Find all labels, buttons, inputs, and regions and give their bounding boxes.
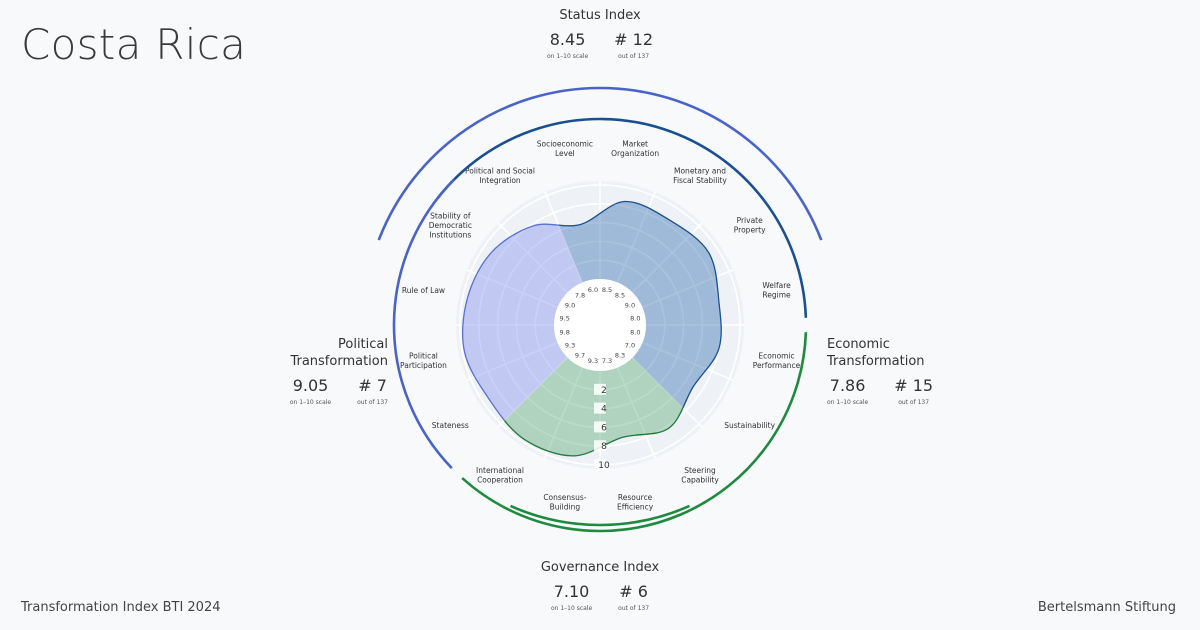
category-label: Stability of Democratic Institutions xyxy=(429,211,472,239)
radial-tick-label: 8 xyxy=(601,442,607,452)
economic-index: Economic Transformation 7.86 on 1–10 scal… xyxy=(827,336,957,406)
governance-index-title: Governance Index xyxy=(540,560,660,575)
governance-score-note: on 1–10 scale xyxy=(550,605,593,612)
value-label: 9.0 xyxy=(565,301,575,309)
political-arc xyxy=(392,178,456,470)
political-score: 9.05 xyxy=(292,376,329,395)
value-label: 9.3 xyxy=(565,342,575,350)
political-rank: # 7 xyxy=(358,376,387,395)
value-label: 9.0 xyxy=(625,301,635,309)
value-label: 8.5 xyxy=(615,292,625,300)
category-label: Market Organization xyxy=(611,140,659,159)
value-label: 6.0 xyxy=(588,286,598,294)
tick-label-bg xyxy=(594,459,606,470)
radar-grid-spoke xyxy=(631,356,703,428)
value-label: 8.0 xyxy=(630,314,640,322)
category-label: Sustainability xyxy=(724,421,775,430)
category-label: Steering Capability xyxy=(681,466,719,485)
status-rank: # 12 xyxy=(614,30,654,49)
radar-grid-spoke xyxy=(544,367,584,459)
governance-rank: # 6 xyxy=(619,582,648,601)
radar-grid-spoke xyxy=(497,356,569,428)
tick-label-bg xyxy=(594,421,606,433)
political-index: Political Transformation 9.05 on 1–10 sca… xyxy=(270,336,388,406)
radar-grid-spoke xyxy=(497,222,569,294)
value-label: 8.5 xyxy=(602,286,612,294)
status-score: 8.45 xyxy=(549,30,586,49)
radar-grid-spoke xyxy=(631,222,703,294)
value-label: 7.8 xyxy=(575,292,585,300)
political-score-note: on 1–10 scale xyxy=(289,399,332,406)
radial-tick-label: 2 xyxy=(601,386,607,396)
value-label: 9.7 xyxy=(575,351,585,359)
category-label: Resource Efficiency xyxy=(617,493,654,512)
radial-tick-label: 6 xyxy=(601,423,607,433)
category-label: International Cooperation xyxy=(476,466,524,485)
value-label: 7.3 xyxy=(602,357,612,365)
governance-index: Governance Index 7.10 on 1–10 scale # 6 ou… xyxy=(530,559,670,612)
radar-outline-political xyxy=(461,200,600,453)
category-label: Economic Performance xyxy=(753,351,801,370)
political-index-title: Political Transformation xyxy=(290,337,388,369)
status-index-title: Status Index xyxy=(559,8,641,23)
category-label: Private Property xyxy=(734,216,766,235)
value-label: 9.5 xyxy=(560,314,570,322)
economic-arc xyxy=(436,117,808,318)
economic-rank: # 15 xyxy=(894,376,934,395)
value-label: 7.0 xyxy=(625,342,635,350)
radar-grid-spoke xyxy=(466,269,558,309)
status-index: Status Index 8.45 on 1–10 scale # 12 out o… xyxy=(530,7,670,60)
economic-score-note: on 1–10 scale xyxy=(827,399,869,406)
value-label: 8.3 xyxy=(615,351,625,359)
category-label: Stateness xyxy=(432,421,469,430)
radar-grid-spoke xyxy=(616,191,656,283)
value-label: 9.8 xyxy=(560,329,570,337)
radar-grid-spoke xyxy=(642,269,734,309)
radar-outline-economic xyxy=(531,200,722,453)
radar-grid-spoke xyxy=(642,341,734,381)
economic-rank-note: out of 137 xyxy=(898,399,930,406)
footer-source: Transformation Index BTI 2024 xyxy=(21,600,221,615)
value-label: 8.0 xyxy=(630,329,640,337)
category-label: Political Participation xyxy=(400,351,447,370)
footer-publisher: Bertelsmann Stiftung xyxy=(1037,600,1176,615)
category-label: Rule of Law xyxy=(402,286,445,295)
category-label: Political and Social Integration xyxy=(465,167,535,186)
economic-index-title: Economic Transformation xyxy=(827,337,925,369)
political-rank-note: out of 137 xyxy=(357,399,388,406)
status-arc xyxy=(377,86,823,241)
governance-score: 7.10 xyxy=(553,582,590,601)
radial-tick-label: 10 xyxy=(598,461,610,471)
governance-index-arc xyxy=(509,504,691,527)
radar-grid-spoke xyxy=(544,191,584,283)
governance-arc xyxy=(461,332,808,533)
category-label: Socioeconomic Level xyxy=(537,140,593,159)
country-title: Costa Rica xyxy=(21,20,247,69)
category-label: Welfare Regime xyxy=(762,281,791,300)
tick-label-bg xyxy=(594,383,606,395)
radar-center-hole xyxy=(554,279,646,371)
radar-outline-governance xyxy=(472,325,722,457)
status-rank-note: out of 137 xyxy=(618,53,650,60)
radar-grid-spoke xyxy=(616,367,656,459)
economic-score: 7.86 xyxy=(829,376,866,395)
tick-label-bg xyxy=(594,440,606,452)
category-label: Consensus-Building xyxy=(543,493,586,512)
tick-label-bg xyxy=(594,402,606,414)
radial-tick-label: 4 xyxy=(601,405,607,415)
category-label: Monetary and Fiscal Stability xyxy=(673,167,727,186)
radar-grid-spoke xyxy=(466,341,558,381)
governance-rank-note: out of 137 xyxy=(618,605,650,612)
value-label: 9.3 xyxy=(588,357,598,365)
status-score-note: on 1–10 scale xyxy=(546,53,589,60)
